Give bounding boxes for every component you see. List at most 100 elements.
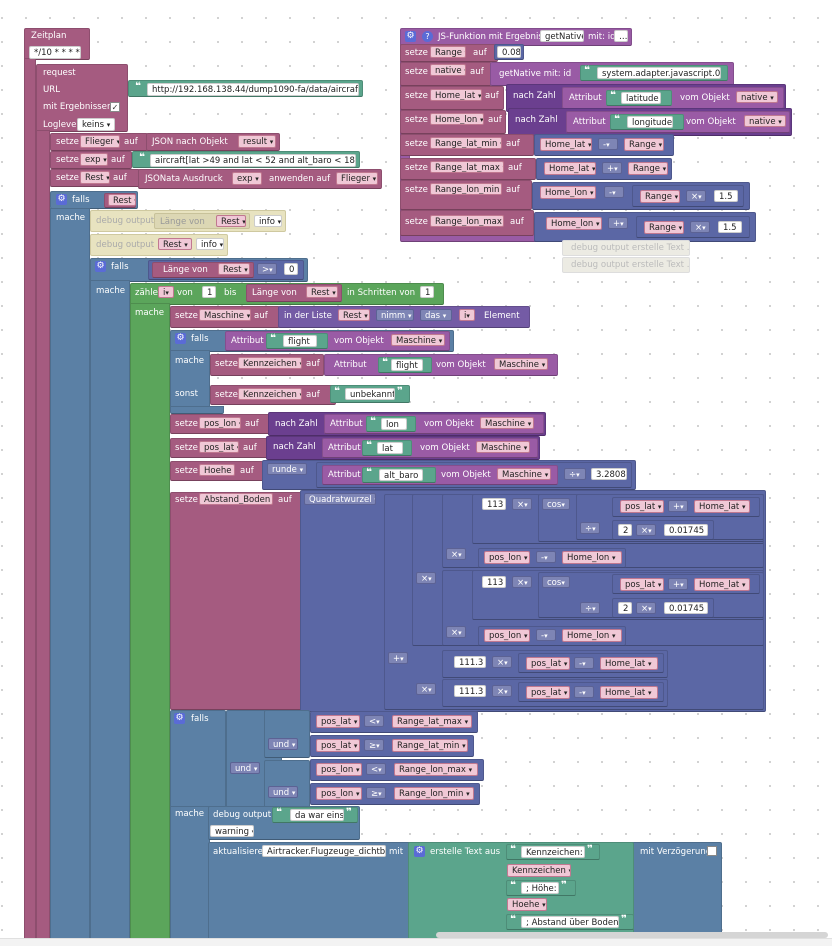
var-select-range[interactable]: Range ▾ <box>644 221 684 234</box>
var-select-home-lat[interactable]: Home_lat ▾ <box>600 686 658 699</box>
op-select[interactable]: >▾ <box>257 263 277 275</box>
gear-icon[interactable]: ⚙ <box>95 261 106 272</box>
var-select-pos-lat[interactable]: pos_lat ▾ <box>620 500 664 513</box>
op-select[interactable]: ×▾ <box>446 626 466 638</box>
var-select-maschine[interactable]: Maschine ▾ <box>480 417 534 429</box>
var-select-kennzeichen[interactable]: Kennzeichen ▾ <box>238 357 302 369</box>
debug-level-select[interactable]: info ▾ <box>254 215 282 227</box>
string-input[interactable]: alt_baro <box>379 469 423 481</box>
var-select-range-lat-min[interactable]: Range_lat_min ▾ <box>392 739 468 752</box>
var-select-home-lon[interactable]: Home_lon ▾ <box>430 113 484 125</box>
var-select-range[interactable]: Range ▾ <box>640 190 680 203</box>
var-select-home-lat[interactable]: Home_lat ▾ <box>600 657 658 670</box>
debug-level-select[interactable]: info ▾ <box>196 238 224 250</box>
var-select-home-lat[interactable]: Home_lat ▾ <box>694 578 750 591</box>
op-select[interactable]: <▾ <box>366 763 386 775</box>
op-select[interactable]: ×▾ <box>416 572 436 584</box>
op-select[interactable]: ÷▾ <box>580 522 600 534</box>
fn-select[interactable]: cos▾ <box>542 576 570 588</box>
disabled-debug-block[interactable] <box>562 240 690 256</box>
var-select-home-lat[interactable]: Home_lat ▾ <box>694 500 750 513</box>
var-select-range-lon-min[interactable]: Range_lon_min ▾ <box>394 787 474 800</box>
set-range-lon-min-block[interactable] <box>400 180 532 210</box>
var-select-home-lon[interactable]: Home_lon ▾ <box>562 551 622 564</box>
var-select-range-lat-min[interactable]: Range_lat_min ▾ <box>430 137 502 149</box>
var-select-home-lon[interactable]: Home_lon ▾ <box>562 629 622 642</box>
string-input[interactable]: system.adapter.javascript.0 <box>597 67 721 79</box>
op-select[interactable]: <▾ <box>364 715 384 727</box>
var-select-maschine[interactable]: Maschine ▾ <box>199 309 251 321</box>
op-select[interactable]: -▾ <box>598 138 618 150</box>
number-input[interactable]: 1 <box>420 286 434 298</box>
exp-input[interactable]: aircraft[lat >49 and lat < 52 and alt_ba… <box>150 154 356 167</box>
var-select-range[interactable]: Range ▾ <box>430 46 466 58</box>
with-results-checkbox[interactable]: ✓ <box>110 102 120 112</box>
op-select[interactable]: ÷▾ <box>564 468 586 480</box>
var-select-rest[interactable]: Rest ▾ <box>218 263 250 275</box>
mode-select[interactable]: nimm ▾ <box>376 309 414 321</box>
var-select-pos-lon[interactable]: pos_lon ▾ <box>484 629 530 642</box>
op-select[interactable]: ≥▾ <box>364 739 384 751</box>
function-name-input[interactable]: getNative <box>540 30 584 42</box>
gear-icon[interactable]: ⚙ <box>414 846 425 857</box>
var-select-abstand[interactable]: Abstand_Boden ▾ <box>199 493 273 505</box>
fn-select[interactable]: Quadratwurzel ▾ <box>304 493 376 505</box>
horizontal-scrollbar[interactable] <box>436 932 828 938</box>
op-select[interactable]: +▾ <box>668 500 688 512</box>
op-select[interactable]: -▾ <box>604 186 624 198</box>
var-select-maschine[interactable]: Maschine ▾ <box>497 468 551 480</box>
string-input[interactable]: unbekannt <box>345 388 395 400</box>
var-select-hoehe[interactable]: Hoehe ▾ <box>199 464 235 476</box>
state-id-input[interactable]: Airtracker.Flugzeuge_dichtbe <box>262 845 386 857</box>
op-select[interactable]: -▾ <box>536 551 556 563</box>
var-select-pos-lat[interactable]: pos_lat ▾ <box>620 578 664 591</box>
op-select[interactable]: ×▾ <box>492 685 512 697</box>
var-select-home-lat[interactable]: Home_lat ▾ <box>544 162 596 175</box>
number-input[interactable]: 3.2808 <box>591 468 627 480</box>
op-select[interactable]: +▾ <box>388 652 408 664</box>
op-select[interactable]: ×▾ <box>512 498 532 510</box>
and-block[interactable] <box>264 710 310 758</box>
debug-level-select[interactable]: warning ▾ <box>210 825 254 837</box>
string-input[interactable]: lat <box>377 442 403 454</box>
var-select-pos-lon[interactable]: pos_lon ▾ <box>316 763 362 776</box>
var-select-flieger[interactable]: Flieger ▾ <box>80 135 120 148</box>
var-select-native[interactable]: native ▾ <box>744 115 786 127</box>
var-select-exp[interactable]: exp ▾ <box>232 172 262 185</box>
op-select[interactable]: ×▾ <box>686 190 706 202</box>
gear-icon[interactable]: ⚙ <box>174 713 185 724</box>
var-select-range-lon-max[interactable]: Range_lon_max ▾ <box>430 215 504 227</box>
string-input[interactable]: ; Abstand über Boden: <box>521 916 619 928</box>
var-select-pos-lat[interactable]: pos_lat ▾ <box>316 739 360 752</box>
number-input[interactable]: 2 <box>618 524 632 536</box>
and-select[interactable]: und ▾ <box>268 786 298 798</box>
var-select-range[interactable]: Range ▾ <box>628 162 668 175</box>
help-icon[interactable]: ? <box>422 31 433 42</box>
number-input[interactable]: 113 <box>482 498 506 510</box>
var-select-pos-lat[interactable]: pos_lat ▾ <box>199 441 239 453</box>
number-input[interactable]: 111.3 <box>454 656 486 668</box>
var-select-range-lat-max[interactable]: Range_lat_max ▾ <box>430 161 504 173</box>
var-select-rest[interactable]: Rest ▾ <box>216 215 246 227</box>
var-select-range[interactable]: Range ▾ <box>624 138 664 151</box>
var-select-home-lon[interactable]: Home_lon ▾ <box>540 186 596 199</box>
var-select-i[interactable]: i▾ <box>158 286 174 298</box>
var-select-range-lon-min[interactable]: Range_lon_min ▾ <box>430 183 502 195</box>
var-select-range-lon-max[interactable]: Range_lon_max ▾ <box>394 763 478 776</box>
op-select[interactable]: ≥▾ <box>366 787 386 799</box>
string-input[interactable]: da war eins <box>290 809 344 821</box>
number-input[interactable]: 113 <box>482 576 506 588</box>
round-select[interactable]: runde ▾ <box>267 463 307 475</box>
params-more[interactable]: … <box>614 30 628 42</box>
var-select-rest[interactable]: Rest ▾ <box>306 286 338 298</box>
var-select-maschine[interactable]: Maschine ▾ <box>494 358 548 370</box>
var-select-native[interactable]: native ▾ <box>430 64 466 76</box>
where-select[interactable]: das ▾ <box>420 309 452 321</box>
op-select[interactable]: ×▾ <box>446 548 466 560</box>
op-select[interactable]: -▾ <box>574 657 594 669</box>
op-select[interactable]: ×▾ <box>636 602 656 614</box>
var-select-home-lat[interactable]: Home_lat ▾ <box>540 138 592 151</box>
number-input[interactable]: 0.01745 <box>664 602 708 614</box>
var-select-pos-lat[interactable]: pos_lat ▾ <box>526 686 570 699</box>
